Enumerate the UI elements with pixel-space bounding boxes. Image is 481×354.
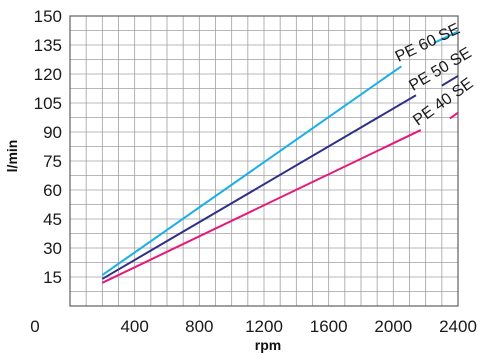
series-tail-pe-50-se xyxy=(441,75,459,87)
y-tick-label: 60 xyxy=(43,181,62,200)
y-tick-label: 45 xyxy=(43,210,62,229)
plot-frame xyxy=(69,15,459,307)
y-tick-label: 90 xyxy=(43,123,62,142)
origin-label: 0 xyxy=(30,317,39,336)
x-tick-label: 2000 xyxy=(374,317,412,336)
x-tick-labels: 400 800 1200 1600 2000 2400 xyxy=(120,317,476,336)
x-tick-label: 1600 xyxy=(310,317,348,336)
series-line-pe-60-se xyxy=(101,65,402,276)
x-tick-label: 400 xyxy=(120,317,148,336)
series-tail-pe-40-se xyxy=(449,111,459,120)
x-tick-label: 2400 xyxy=(439,317,477,336)
x-tick-label: 800 xyxy=(185,317,213,336)
plot-border xyxy=(69,15,459,307)
x-tick-label: 1200 xyxy=(245,317,283,336)
y-tick-label: 135 xyxy=(34,36,62,55)
x-axis-title: rpm xyxy=(255,337,281,353)
series-line-pe-40-se xyxy=(101,129,422,284)
y-axis-title: l/min xyxy=(4,140,20,173)
y-tick-label: 150 xyxy=(34,7,62,26)
y-tick-labels: 15 30 45 60 75 90 105 120 135 150 xyxy=(34,7,62,287)
series-tail-pe-60-se xyxy=(433,30,459,44)
grid-lines xyxy=(70,16,458,306)
y-tick-label: 75 xyxy=(43,152,62,171)
y-tick-label: 15 xyxy=(43,268,62,287)
y-tick-label: 30 xyxy=(43,239,62,258)
series-line-pe-50-se xyxy=(101,94,417,280)
y-tick-label: 120 xyxy=(34,65,62,84)
y-tick-label: 105 xyxy=(34,94,62,113)
